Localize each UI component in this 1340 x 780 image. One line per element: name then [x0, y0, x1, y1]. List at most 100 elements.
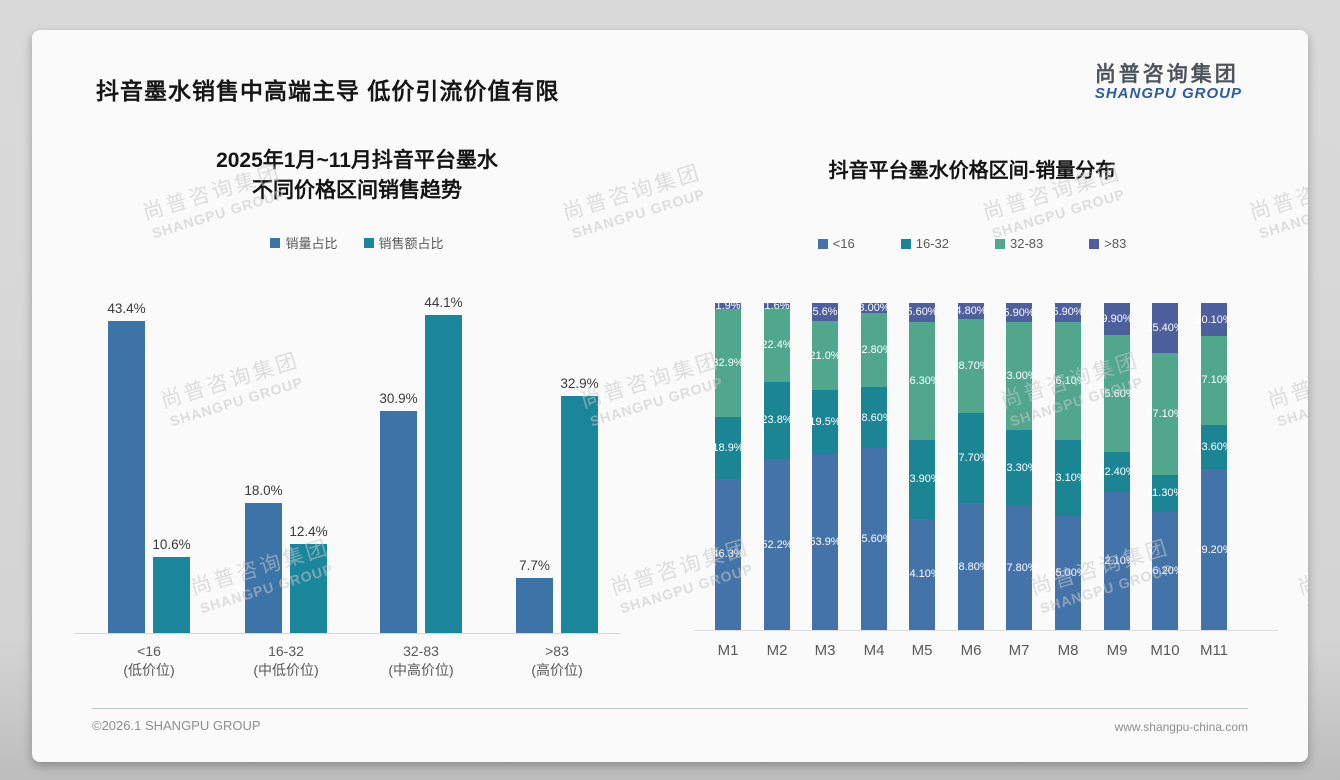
bar-销量占比-<16: [108, 321, 145, 633]
stack-segment-32-83-M8: 36.10%: [1049, 322, 1087, 440]
stack-segment->83-M8: 5.90%: [1052, 302, 1084, 322]
stack-segment-32-83-M7: 33.00%: [1000, 322, 1038, 431]
stack-segment-16-32-M4: 18.60%: [855, 387, 893, 449]
x-axis-month-label: M4: [863, 642, 885, 659]
page-title: 抖音墨水销售中高端主导 低价引流价值有限: [96, 78, 560, 104]
segment-value-label: 27.70%: [952, 451, 990, 464]
legend-item-16-32: 16-32: [900, 236, 949, 251]
stack-segment-16-32-M2: 23.8%: [761, 381, 793, 460]
segment-value-label: 34.10%: [903, 568, 941, 581]
legend-item->83: >83: [1089, 236, 1126, 251]
stack-segment->83-M9: 9.90%: [1101, 303, 1133, 336]
segment-value-label: 23.10%: [1049, 471, 1087, 484]
x-axis-category-label: >83 (高价位): [492, 642, 622, 680]
stack-segment->83-M6: 4.80%: [955, 303, 987, 319]
legend-label: 16-32: [915, 236, 949, 251]
stack-segment-16-32-M5: 23.90%: [903, 440, 941, 519]
category-tier-text: (中高价位): [388, 662, 454, 678]
bar-value-label: 18.0%: [244, 483, 283, 498]
segment-value-label: 53.9%: [809, 535, 841, 548]
logo-english-text: SHANGPU GROUP: [1094, 85, 1242, 103]
left-chart-legend: 销量占比 销售额占比: [92, 233, 622, 252]
x-axis-month-label: M6: [960, 642, 982, 659]
segment-value-label: 52.2%: [761, 538, 793, 551]
stack-segment->83-M11: 10.10%: [1195, 303, 1233, 336]
segment-value-label: 5.90%: [1003, 306, 1035, 319]
stack-segment-<16-M10: 36.20%: [1146, 511, 1184, 630]
stack-segment-16-32-M6: 27.70%: [952, 412, 990, 504]
stack-segment-32-83-M11: 27.10%: [1195, 336, 1233, 425]
bar-销量占比-32-83: [380, 411, 417, 633]
x-axis-month-label: M2: [766, 642, 788, 659]
stack-segment-<16-M7: 37.80%: [1000, 506, 1038, 630]
bar-value-label: 7.7%: [519, 558, 550, 573]
bar-value-label: 12.4%: [289, 524, 328, 539]
stack-segment-16-32-M8: 23.10%: [1049, 440, 1087, 516]
stack-segment->83-M1: 1.9%: [715, 300, 741, 312]
segment-value-label: 15.40%: [1146, 322, 1184, 335]
segment-value-label: 18.60%: [855, 411, 893, 424]
bar-销量占比->83: [516, 578, 553, 633]
stack-segment-32-83-M6: 28.70%: [952, 318, 990, 413]
stack-segment->83-M7: 5.90%: [1003, 303, 1035, 323]
segment-value-label: 23.90%: [903, 473, 941, 486]
segment-value-label: 22.4%: [761, 338, 793, 351]
segment-value-label: 38.80%: [952, 560, 990, 573]
legend-swatch-icon: [900, 238, 911, 249]
category-range-text: >83: [545, 643, 569, 659]
category-range-text: <16: [137, 643, 161, 659]
x-axis-category-label: 32-83 (中高价位): [356, 642, 486, 680]
segment-value-label: 18.9%: [712, 441, 744, 454]
bar-value-label: 10.6%: [152, 537, 191, 552]
segment-value-label: 46.3%: [712, 548, 744, 561]
segment-value-label: 19.5%: [809, 415, 841, 428]
stack-segment-<16-M8: 35.00%: [1049, 515, 1087, 630]
stack-segment-32-83-M4: 22.80%: [855, 312, 893, 388]
segment-value-label: 35.60%: [1098, 387, 1136, 400]
segment-value-label: 42.10%: [1098, 555, 1136, 568]
legend-item-销售额占比: 销售额占比: [363, 233, 444, 252]
stack-segment-32-83-M5: 36.30%: [903, 321, 941, 441]
stack-segment-<16-M2: 52.2%: [761, 459, 793, 630]
legend-swatch-icon: [817, 238, 828, 249]
segment-value-label: 5.90%: [1052, 306, 1084, 319]
stack-segment-<16-M3: 53.9%: [809, 453, 841, 630]
stack-segment-16-32-M9: 12.40%: [1098, 451, 1136, 493]
segment-value-label: 11.30%: [1146, 487, 1184, 500]
bar-销售额占比-16-32: [290, 544, 327, 633]
watermark-line2: SHANGPU GROUP: [1305, 561, 1308, 617]
stack-segment->83-M5: 5.60%: [906, 303, 938, 322]
stack-segment-32-83-M1: 32.9%: [712, 309, 744, 417]
segment-value-label: 23.8%: [761, 414, 793, 427]
segment-value-label: 22.80%: [855, 344, 893, 357]
x-axis-month-label: M9: [1106, 642, 1128, 659]
segment-value-label: 49.20%: [1195, 543, 1233, 556]
footer-website: www.shangpu-china.com: [1114, 720, 1248, 734]
segment-value-label: 36.20%: [1146, 564, 1184, 577]
segment-value-label: 36.10%: [1049, 375, 1087, 387]
right-chart-title: 抖音平台墨水价格区间-销量分布: [828, 160, 1116, 182]
segment-value-label: 3.00%: [858, 301, 890, 314]
category-range-text: 32-83: [403, 643, 439, 659]
watermark-line1: 尚普咨询集团: [1295, 535, 1308, 600]
bar-销量占比-16-32: [245, 503, 282, 633]
segment-value-label: 33.00%: [1000, 370, 1038, 383]
legend-swatch-icon: [270, 237, 281, 248]
stack-segment-<16-M5: 34.10%: [903, 518, 941, 630]
bar-销售额占比->83: [561, 396, 598, 633]
stack-segment-<16-M9: 42.10%: [1098, 492, 1136, 630]
segment-value-label: 10.10%: [1195, 313, 1233, 326]
x-axis-month-label: M1: [717, 642, 739, 659]
legend-swatch-icon: [1089, 238, 1100, 249]
left-chart-title-line2: 不同价格区间销售趋势: [252, 179, 462, 202]
x-axis-month-label: M10: [1150, 642, 1180, 659]
segment-value-label: 28.70%: [952, 359, 990, 372]
footer-divider: [92, 708, 1248, 709]
category-tier-text: (高价位): [531, 662, 583, 678]
x-axis-month-label: M5: [911, 642, 933, 659]
stack-segment-32-83-M2: 22.4%: [761, 308, 793, 382]
legend-item-销量占比: 销量占比: [270, 233, 338, 252]
segment-value-label: 37.80%: [1000, 562, 1038, 575]
